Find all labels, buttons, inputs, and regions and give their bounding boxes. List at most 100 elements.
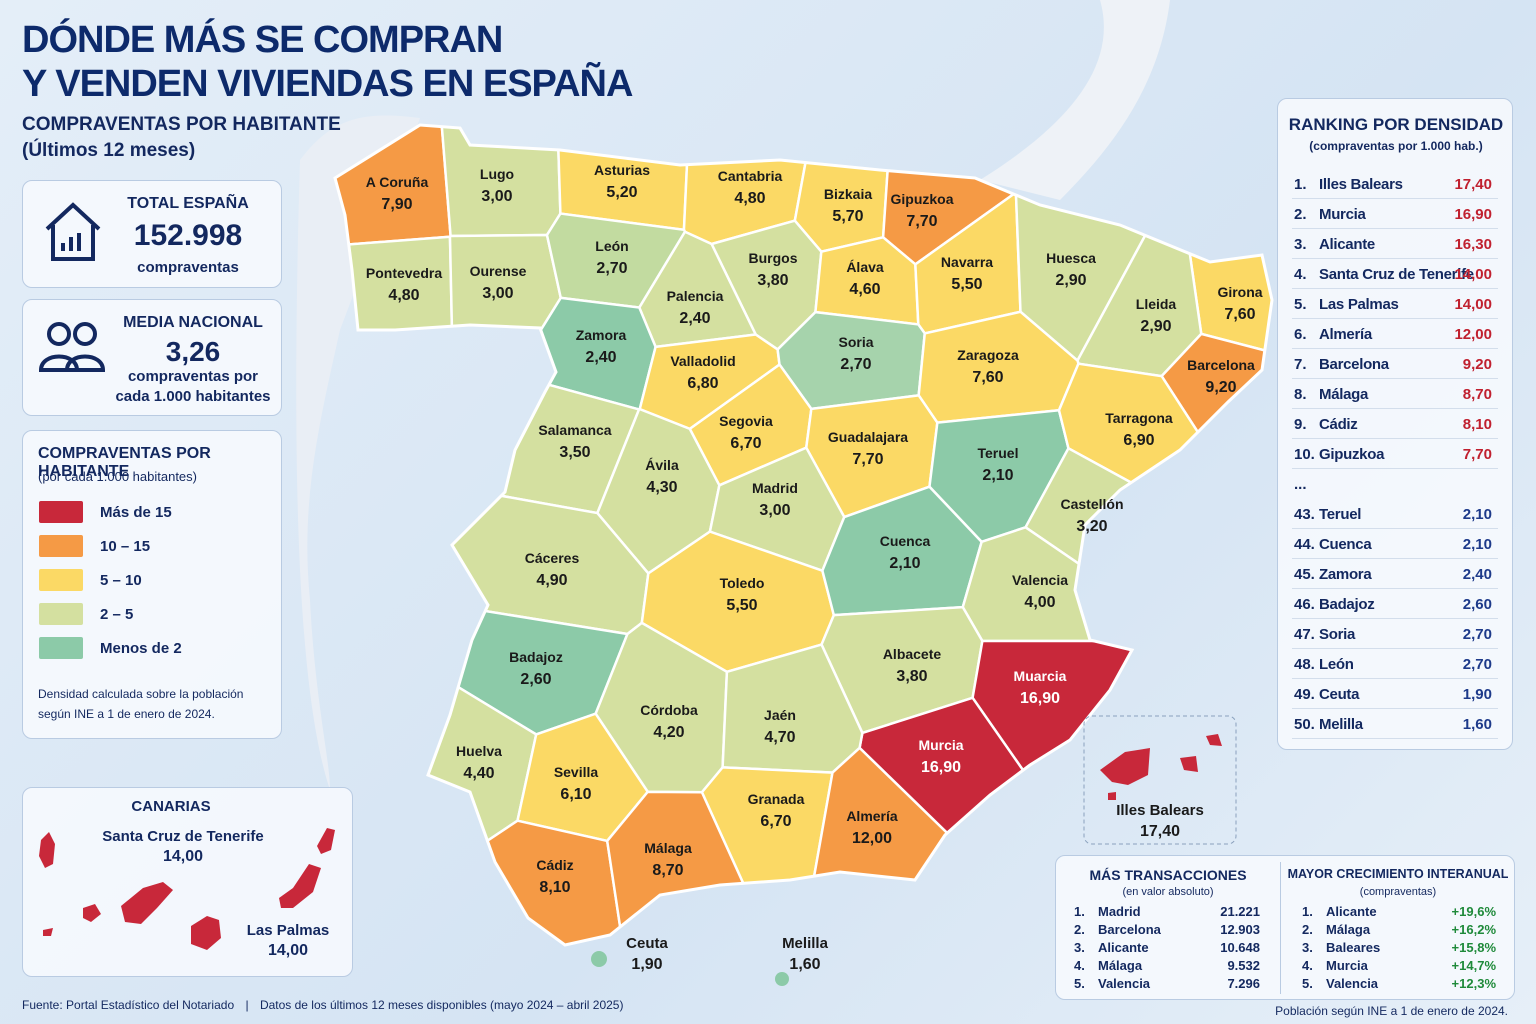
growth-name: Alicante	[1326, 904, 1377, 919]
rank-name: Ceuta	[1319, 686, 1360, 703]
growth-title: MAYOR CRECIMIENTO INTERANUAL	[1287, 867, 1509, 881]
period: Datos de los últimos 12 meses disponible…	[259, 998, 624, 1012]
rank-rule	[1292, 528, 1498, 529]
transactions-value: 12.903	[1220, 922, 1260, 937]
legend-swatch	[39, 637, 83, 659]
legend-swatch	[39, 569, 83, 591]
rank-name: Cuenca	[1319, 536, 1372, 553]
province-name: Albacete	[883, 646, 942, 662]
province-value: 3,50	[559, 444, 590, 461]
rank-value: 2,40	[1462, 566, 1492, 583]
rank-value: 17,40	[1454, 176, 1492, 193]
province-name: Cádiz	[536, 857, 573, 873]
province-name: Zamora	[576, 327, 627, 343]
title: Y VENDEN VIVIENDAS EN ESPAÑA	[22, 63, 633, 105]
legend-note: según INE a 1 de enero de 2024.	[38, 707, 215, 721]
province-value: 2,90	[1140, 318, 1171, 335]
canarias-name: Las Palmas	[246, 922, 330, 939]
melilla-value: 1,60	[789, 956, 820, 973]
baleares-value: 17,40	[1140, 823, 1180, 840]
melilla-name: Melilla	[782, 935, 829, 952]
province-name: Salamanca	[538, 422, 611, 438]
footer-note: Población según INE a 1 de enero de 2024…	[1275, 1004, 1508, 1018]
rank-value: 16,30	[1454, 236, 1492, 253]
rank-name: Badajoz	[1319, 596, 1375, 613]
province-name: Almería	[846, 808, 898, 824]
province-value: 8,70	[652, 862, 683, 879]
rank-number: 5.	[1294, 296, 1307, 313]
transactions-rank: 4.	[1074, 958, 1085, 973]
rank-value: 2,60	[1462, 596, 1492, 613]
canarias-value: 14,00	[267, 942, 309, 959]
growth-rank: 5.	[1302, 976, 1313, 991]
media-panel: MEDIA NACIONAL 3,26 compraventas por cad…	[22, 299, 282, 416]
province-value: 8,10	[539, 879, 570, 896]
legend-swatch	[39, 535, 83, 557]
rank-name: Cádiz	[1319, 416, 1358, 433]
house-icon	[45, 202, 101, 261]
growth-rank: 1.	[1302, 904, 1313, 919]
rank-rule	[1292, 318, 1498, 319]
rank-rule	[1292, 708, 1498, 709]
province-name: Pontevedra	[366, 265, 442, 281]
province-name: Girona	[1217, 284, 1262, 300]
province-name: Bizkaia	[824, 186, 872, 202]
legend-label: 10 – 15	[100, 538, 151, 555]
growth-name: Valencia	[1326, 976, 1379, 991]
province-labels: A Coruña 7,90 Lugo 3,00 Asturias 5,20 Cantabri…	[366, 162, 1263, 896]
rank-rule	[1292, 618, 1498, 619]
province-value: 5,20	[606, 184, 637, 201]
rank-number: 46.	[1294, 596, 1315, 613]
province-value: 6,80	[687, 375, 718, 392]
transactions-name: Alicante	[1098, 940, 1149, 955]
rank-number: 43.	[1294, 506, 1315, 523]
rank-name: Illes Balears	[1319, 176, 1403, 193]
transactions-name: Madrid	[1098, 904, 1141, 919]
rank-value: 12,00	[1454, 326, 1492, 343]
province-value: 2,70	[840, 356, 871, 373]
canarias-name: Santa Cruz de Tenerife	[102, 828, 264, 845]
growth-value: +14,7%	[1451, 958, 1496, 973]
media-unit: cada 1.000 habitantes	[115, 388, 271, 405]
transactions-value: 10.648	[1220, 940, 1260, 955]
growth-name: Málaga	[1326, 922, 1371, 937]
province-value: 2,60	[520, 671, 551, 688]
total-label: TOTAL ESPAÑA	[127, 195, 249, 212]
legend-swatch	[39, 501, 83, 523]
rank-name: Santa Cruz de Tenerife	[1319, 266, 1474, 283]
legend-label: Menos de 2	[100, 640, 182, 657]
rank-name: Teruel	[1319, 506, 1362, 523]
province-value: 5,50	[951, 276, 982, 293]
media-value: 3,26	[165, 336, 221, 367]
province-name: Toledo	[720, 575, 765, 591]
transactions-rank: 3.	[1074, 940, 1085, 955]
tables-panel: MÁS TRANSACCIONES (en valor absoluto) MA…	[1055, 855, 1515, 1000]
rank-rule	[1292, 228, 1498, 229]
province-name: Málaga	[644, 840, 692, 856]
total-unit: compraventas	[137, 259, 239, 276]
growth-subtitle: (compraventas)	[1359, 886, 1437, 898]
province-value: 5,50	[726, 597, 757, 614]
province-name: Barcelona	[1187, 357, 1255, 373]
growth-value: +19,6%	[1451, 904, 1496, 919]
province-name: Gipuzkoa	[890, 191, 953, 207]
growth-name: Murcia	[1326, 958, 1368, 973]
rank-rule	[1292, 258, 1498, 259]
province-value: 3,00	[481, 188, 512, 205]
rank-value: 14,00	[1454, 266, 1492, 283]
ranking-panel: RANKING POR DENSIDAD (compraventas por 1…	[1277, 98, 1513, 750]
rank-number: 10.	[1294, 446, 1315, 463]
province-name: Lugo	[480, 166, 514, 182]
rank-rule	[1292, 648, 1498, 649]
province-value: 2,10	[889, 555, 920, 572]
province-value: 2,40	[585, 349, 616, 366]
province-name: Madrid	[752, 480, 798, 496]
ranking-title: RANKING POR DENSIDAD	[1288, 115, 1504, 134]
rank-name: Melilla	[1319, 716, 1363, 733]
province-name: Asturias	[594, 162, 650, 178]
legend-label: 2 – 5	[100, 606, 134, 623]
legend-title: COMPRAVENTAS POR HABITANTE	[38, 445, 211, 480]
province-value: 4,00	[1024, 594, 1055, 611]
transactions-rank: 1.	[1074, 904, 1085, 919]
